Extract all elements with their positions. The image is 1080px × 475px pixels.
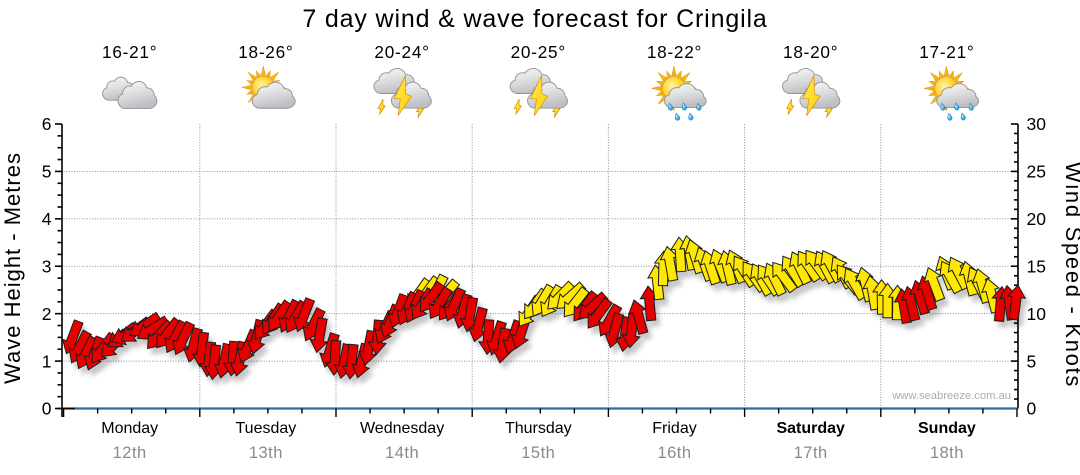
svg-text:13th: 13th <box>249 444 283 462</box>
svg-text:Sunday: Sunday <box>918 420 976 437</box>
svg-text:20-24°: 20-24° <box>374 42 429 62</box>
svg-text:17th: 17th <box>794 444 828 462</box>
svg-text:12th: 12th <box>113 444 147 462</box>
svg-text:5: 5 <box>1027 351 1037 371</box>
svg-text:Saturday: Saturday <box>776 420 845 437</box>
svg-text:18-26°: 18-26° <box>238 42 293 62</box>
svg-text:20-25°: 20-25° <box>511 42 566 62</box>
svg-text:20: 20 <box>1027 209 1047 229</box>
svg-text:10: 10 <box>1027 304 1047 324</box>
svg-text:15: 15 <box>1027 256 1046 276</box>
svg-text:5: 5 <box>42 162 52 182</box>
svg-text:Friday: Friday <box>652 420 696 437</box>
svg-text:25: 25 <box>1027 162 1046 182</box>
svg-text:7 day wind & wave forecast for: 7 day wind & wave forecast for Cringila <box>302 5 767 33</box>
svg-text:0: 0 <box>1027 399 1037 419</box>
svg-text:14th: 14th <box>385 444 419 462</box>
svg-text:4: 4 <box>42 209 52 229</box>
svg-text:16-21°: 16-21° <box>102 42 157 62</box>
svg-text:0: 0 <box>42 399 52 419</box>
svg-text:15th: 15th <box>521 444 555 462</box>
svg-text:16th: 16th <box>657 444 691 462</box>
svg-text:17-21°: 17-21° <box>919 42 974 62</box>
svg-text:www.seabreeze.com.au: www.seabreeze.com.au <box>891 390 1011 402</box>
svg-text:6: 6 <box>42 114 52 134</box>
svg-text:18th: 18th <box>930 444 964 462</box>
svg-text:Monday: Monday <box>101 420 158 437</box>
svg-text:Wind Speed - Knots: Wind Speed - Knots <box>1061 162 1080 388</box>
svg-text:Wednesday: Wednesday <box>360 420 444 437</box>
svg-text:3: 3 <box>42 256 52 276</box>
svg-text:18-22°: 18-22° <box>647 42 702 62</box>
svg-text:Tuesday: Tuesday <box>236 420 297 437</box>
svg-text:18-20°: 18-20° <box>783 42 838 62</box>
svg-text:1: 1 <box>42 351 52 371</box>
svg-text:Wave Height - Metres: Wave Height - Metres <box>0 152 25 384</box>
svg-text:30: 30 <box>1027 114 1047 134</box>
svg-text:Thursday: Thursday <box>505 420 572 437</box>
svg-text:2: 2 <box>42 304 52 324</box>
